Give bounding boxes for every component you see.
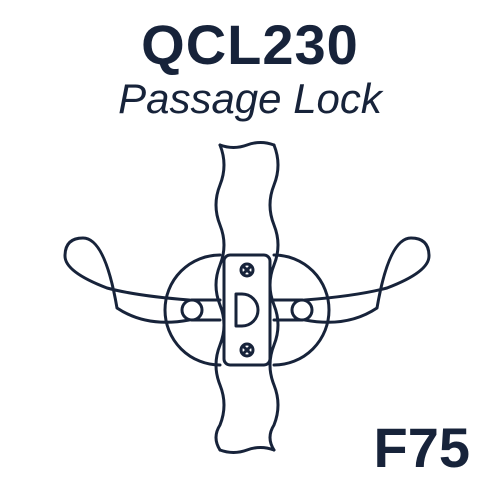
lock-svg <box>0 140 500 460</box>
product-subtitle: Passage Lock <box>0 75 500 123</box>
product-diagram-card: QCL230 Passage Lock F75 <box>0 0 500 500</box>
model-code: QCL230 <box>0 12 500 77</box>
function-code: F75 <box>374 415 471 480</box>
